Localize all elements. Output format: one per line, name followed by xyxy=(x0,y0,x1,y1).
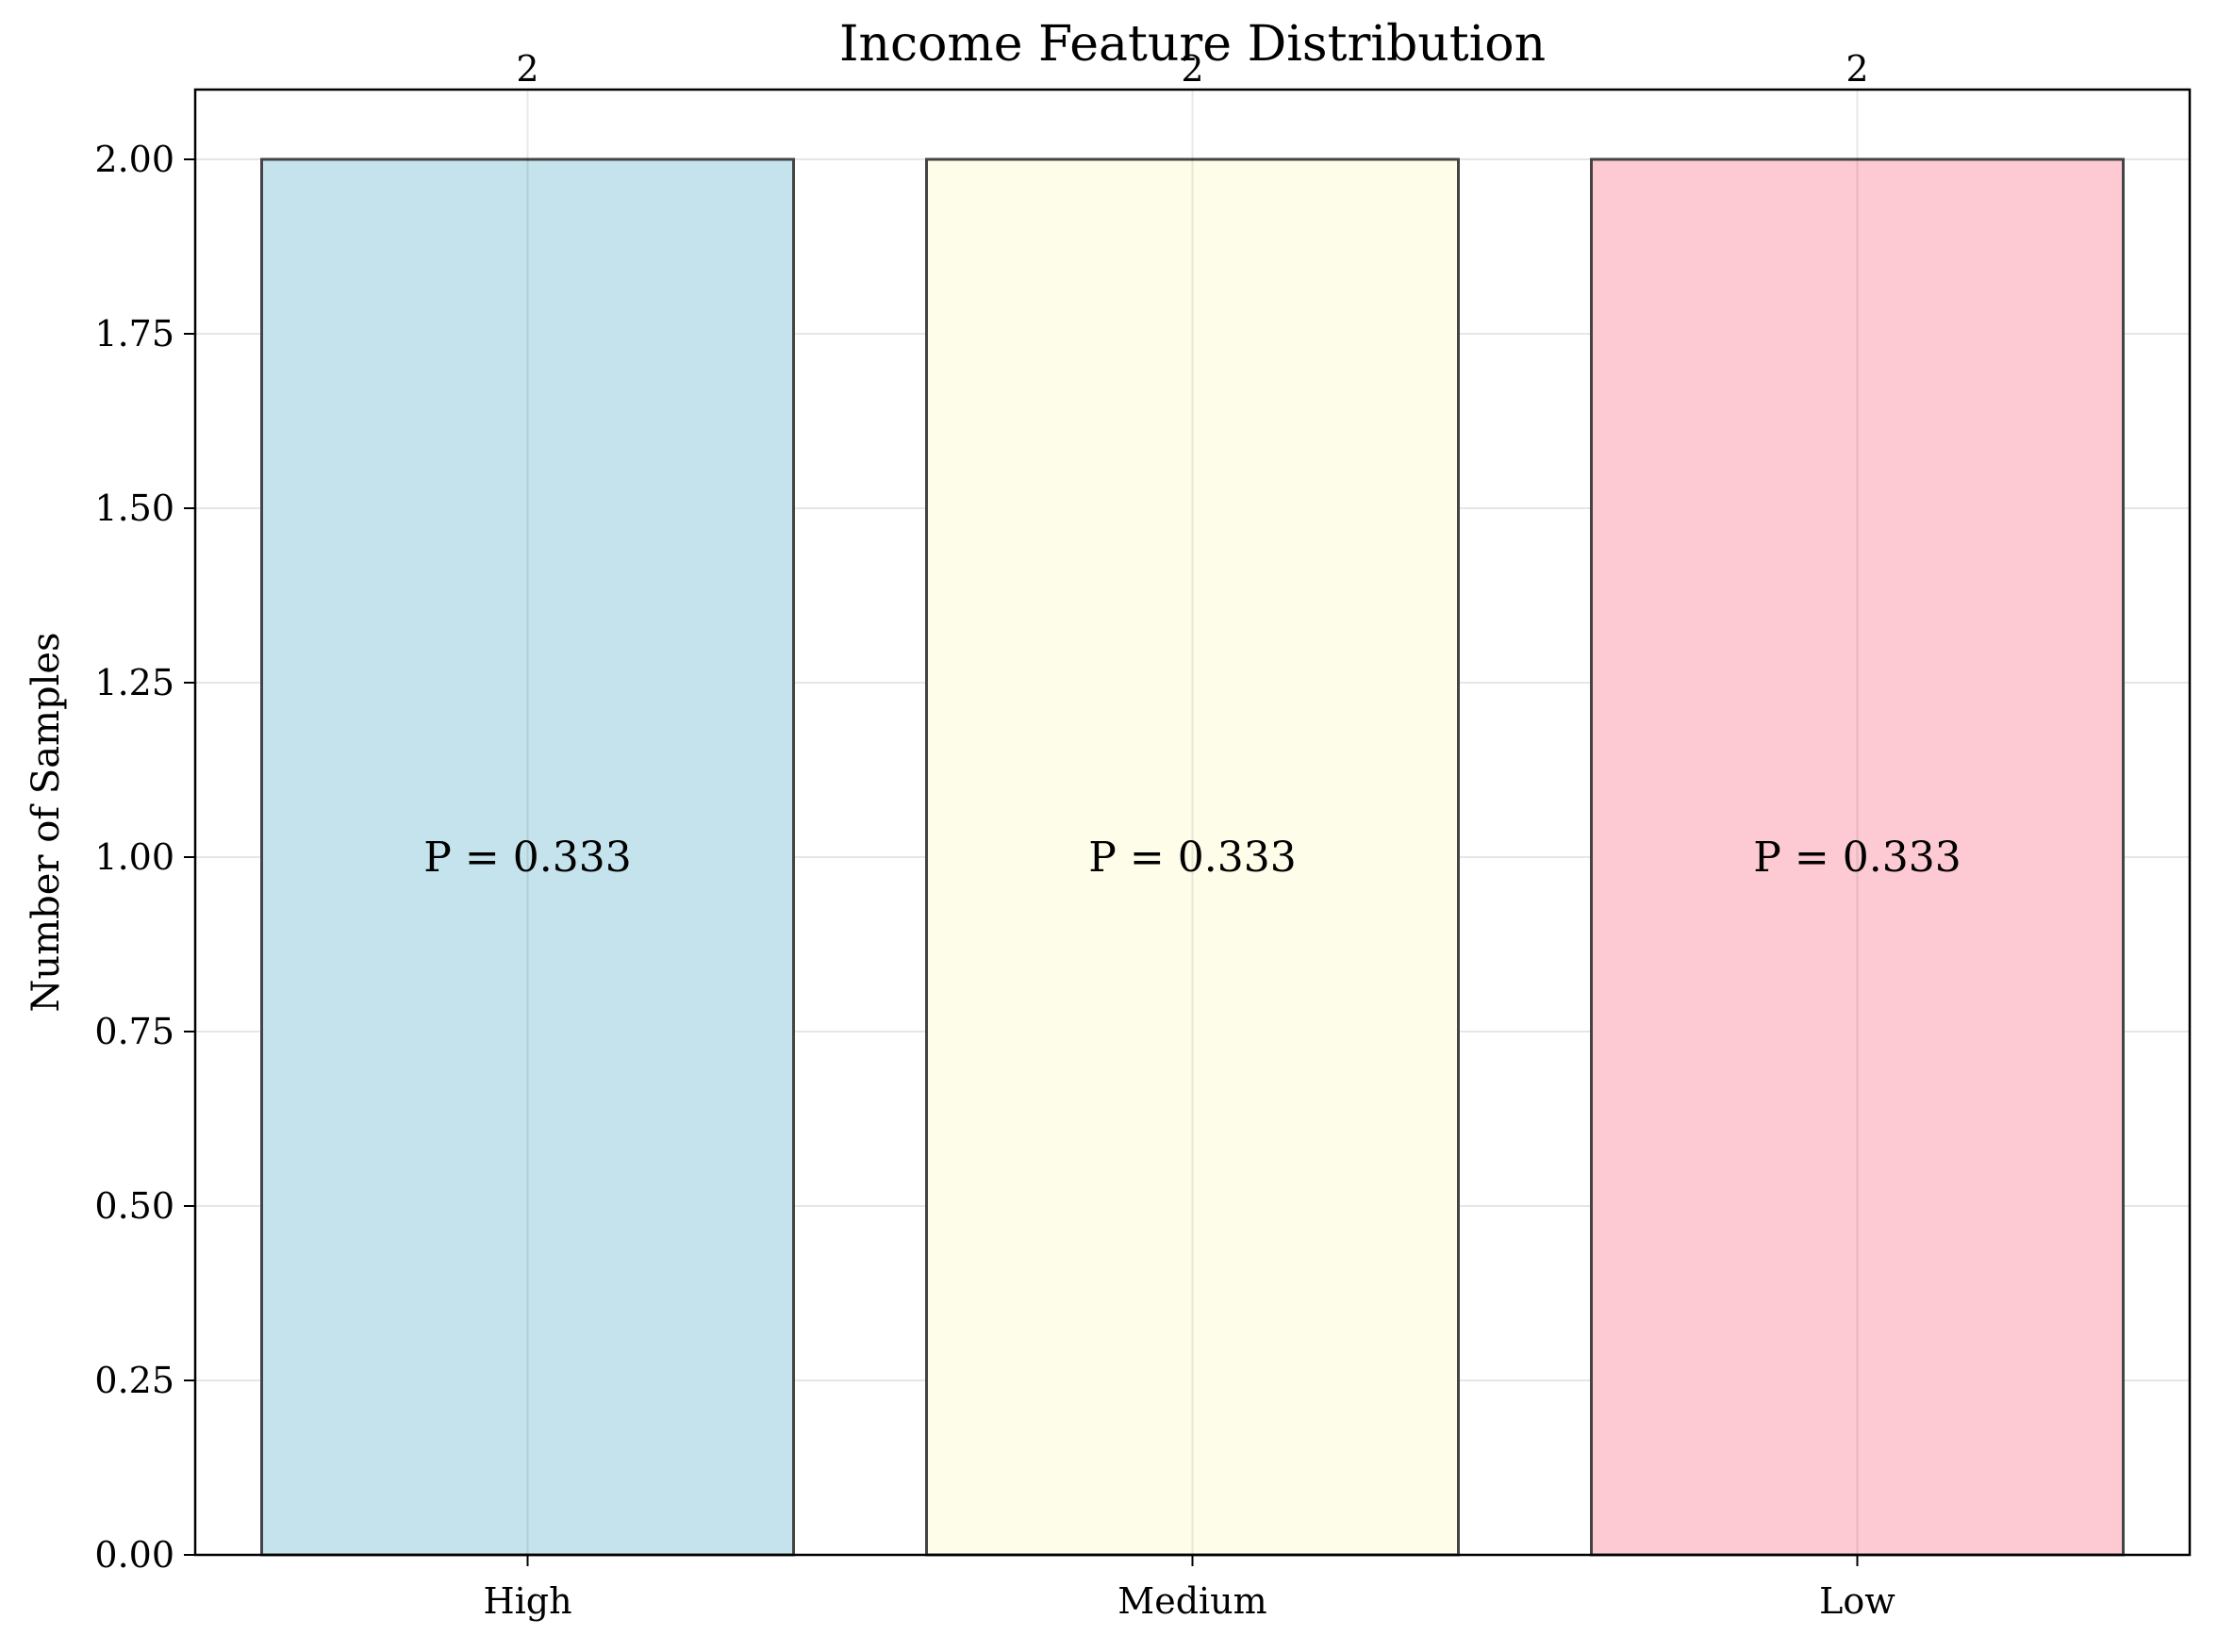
y-tick-label: 0.75 xyxy=(94,1011,174,1052)
bar-value-label: 2 xyxy=(516,48,538,90)
y-axis: 0.00 0.25 0.50 0.75 1.00 1.25 1.50 1.75 2.00 xyxy=(94,139,195,1576)
bars-group xyxy=(260,157,2125,1557)
bar-low xyxy=(1590,157,2125,1557)
y-tick-label: 2.00 xyxy=(94,139,174,180)
x-tick-label: High xyxy=(483,1580,571,1622)
vertical-grid-lines xyxy=(526,90,1859,1555)
bar-value-label: 2 xyxy=(1846,48,1868,90)
chart-title: Income Feature Distribution xyxy=(839,16,1546,73)
y-tick-label: 0.25 xyxy=(94,1360,174,1401)
y-tick-label: 0.50 xyxy=(94,1185,174,1227)
y-tick-label: 1.75 xyxy=(94,313,174,355)
y-tick-label: 1.00 xyxy=(94,836,174,878)
bar-value-label: 2 xyxy=(1181,48,1203,90)
x-axis: High Medium Low xyxy=(483,1555,1895,1622)
x-tick-label: Low xyxy=(1819,1580,1895,1622)
y-tick-label: 1.50 xyxy=(94,487,174,529)
bar-medium xyxy=(925,157,1460,1557)
y-tick-label: 1.25 xyxy=(94,662,174,703)
probability-labels-group: P = 0.333 P = 0.333 P = 0.333 xyxy=(423,834,1961,882)
bar-probability-label: P = 0.333 xyxy=(423,834,631,882)
bar-high xyxy=(260,157,795,1557)
bar-probability-label: P = 0.333 xyxy=(1088,834,1296,882)
value-labels-group: 2 2 2 xyxy=(516,48,1868,90)
bar-probability-label: P = 0.333 xyxy=(1753,834,1961,882)
y-axis-title: Number of Samples xyxy=(25,632,68,1012)
x-tick-label: Medium xyxy=(1117,1580,1266,1622)
y-tick-label: 0.00 xyxy=(94,1534,174,1576)
